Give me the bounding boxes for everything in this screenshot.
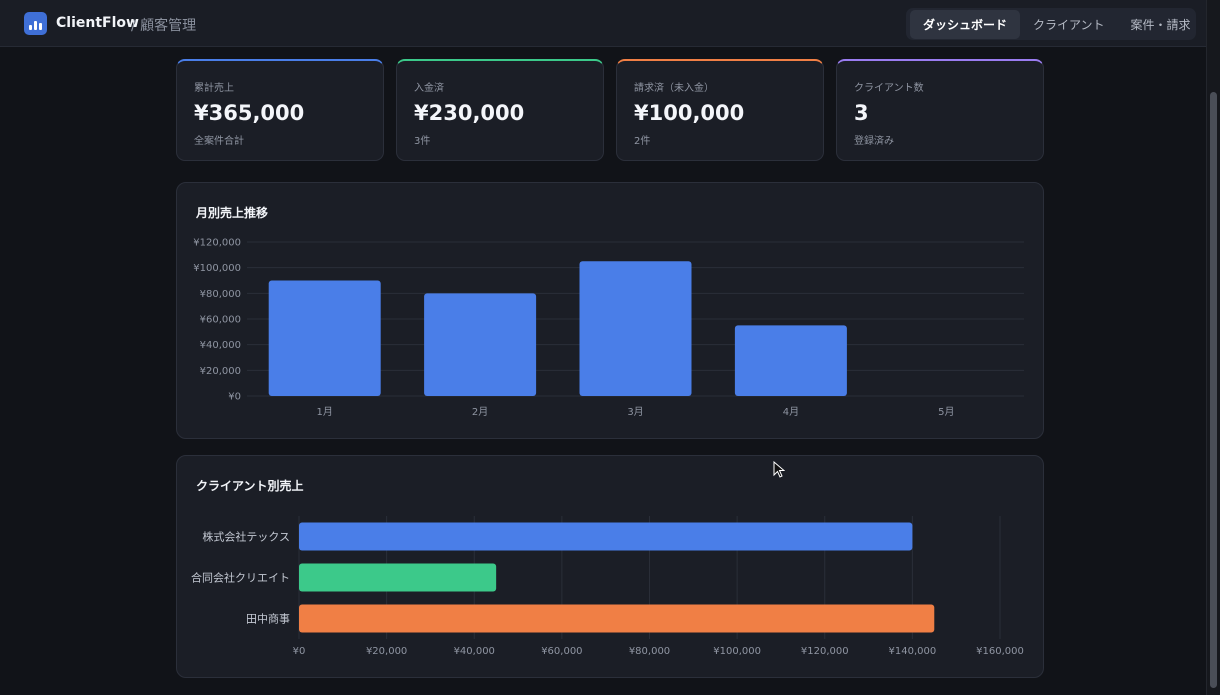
x-tick-label: ¥60,000 bbox=[541, 646, 582, 657]
stat-card-invoiced-unpaid: 請求済（未入金） ¥100,000 2件 bbox=[616, 59, 824, 161]
x-tick-label: ¥80,000 bbox=[629, 646, 670, 657]
card-value: 3 bbox=[854, 101, 869, 125]
card-label: 入金済 bbox=[414, 83, 444, 94]
card-label: 累計売上 bbox=[194, 83, 234, 94]
card-sub: 3件 bbox=[414, 136, 431, 147]
stat-card-paid: 入金済 ¥230,000 3件 bbox=[396, 59, 604, 161]
stat-card-client-count: クライアント数 3 登録済み bbox=[836, 59, 1044, 161]
x-tick-label: 3月 bbox=[627, 406, 643, 418]
bar-1[interactable] bbox=[268, 280, 381, 397]
mouse-cursor-icon bbox=[773, 461, 785, 478]
card-value: ¥100,000 bbox=[634, 101, 745, 125]
card-value: ¥230,000 bbox=[414, 101, 525, 125]
bar-3[interactable] bbox=[579, 261, 692, 396]
scrollbar-thumb[interactable] bbox=[1210, 92, 1217, 688]
bar-2[interactable] bbox=[424, 293, 537, 396]
x-tick-label: ¥40,000 bbox=[454, 646, 495, 657]
tab-dashboard[interactable]: ダッシュボード bbox=[910, 9, 1021, 39]
x-tick-label: ¥120,000 bbox=[801, 646, 849, 657]
client-sales-panel: クライアント別売上 ¥0 ¥20,000 ¥40,000 ¥60,000 ¥80,000… bbox=[176, 455, 1044, 678]
bar-client-2[interactable] bbox=[299, 563, 497, 592]
main-nav: ダッシュボード クライアント 案件・請求 bbox=[906, 8, 1196, 40]
monthly-sales-title: 月別売上推移 bbox=[196, 206, 269, 220]
y-tick-label: ¥40,000 bbox=[200, 340, 241, 351]
card-label: クライアント数 bbox=[854, 83, 924, 94]
card-value: ¥365,000 bbox=[194, 101, 305, 125]
page-scrollbar[interactable] bbox=[1206, 0, 1220, 695]
tab-clients[interactable]: クライアント bbox=[1033, 17, 1105, 32]
client-sales-chart: ¥0 ¥20,000 ¥40,000 ¥60,000 ¥80,000 ¥100,000 ¥1… bbox=[191, 516, 1024, 657]
y-tick-label: ¥60,000 bbox=[200, 315, 241, 326]
tab-projects-billing[interactable]: 案件・請求 bbox=[1130, 17, 1191, 32]
x-tick-label: ¥20,000 bbox=[366, 646, 407, 657]
x-tick-label: ¥160,000 bbox=[976, 646, 1024, 657]
bar-client-3[interactable] bbox=[299, 604, 935, 633]
client-sales-title: クライアント別売上 bbox=[196, 479, 304, 493]
y-tick-label: ¥20,000 bbox=[200, 366, 241, 377]
y-tick-label: ¥80,000 bbox=[200, 289, 241, 300]
app-header: ClientFlow / 顧客管理 ダッシュボード クライアント 案件・請求 bbox=[0, 0, 1206, 47]
y-category-label: 株式会社テックス bbox=[202, 530, 290, 544]
brand-name[interactable]: ClientFlow bbox=[56, 15, 139, 31]
bar-client-1[interactable] bbox=[299, 522, 913, 551]
x-tick-label: ¥100,000 bbox=[713, 646, 761, 657]
page-subtitle: / 顧客管理 bbox=[131, 18, 197, 34]
monthly-sales-panel: 月別売上推移 ¥0 ¥20,000 ¥40,000 ¥60,000 ¥80,000 ¥10… bbox=[176, 182, 1044, 439]
x-tick-label: ¥0 bbox=[293, 646, 306, 657]
x-tick-label: 1月 bbox=[317, 406, 333, 418]
stat-card-total-sales: 累計売上 ¥365,000 全案件合計 bbox=[176, 59, 384, 161]
x-tick-label: 2月 bbox=[472, 406, 488, 418]
card-sub: 全案件合計 bbox=[194, 136, 244, 147]
card-sub: 登録済み bbox=[854, 136, 894, 147]
card-label: 請求済（未入金） bbox=[634, 83, 714, 94]
x-tick-label: 4月 bbox=[783, 406, 799, 418]
bar-chart-icon[interactable] bbox=[24, 12, 47, 35]
x-tick-label: ¥140,000 bbox=[889, 646, 937, 657]
bar-4[interactable] bbox=[734, 325, 847, 396]
x-tick-label: 5月 bbox=[938, 406, 954, 418]
y-tick-label: ¥0 bbox=[228, 392, 241, 403]
y-tick-label: ¥120,000 bbox=[193, 238, 241, 249]
y-category-label: 田中商事 bbox=[246, 612, 290, 626]
monthly-sales-chart: ¥0 ¥20,000 ¥40,000 ¥60,000 ¥80,000 ¥100,000 ¥1… bbox=[193, 238, 1024, 418]
y-category-label: 合同会社クリエイト bbox=[191, 571, 290, 585]
card-sub: 2件 bbox=[634, 136, 651, 147]
y-tick-label: ¥100,000 bbox=[193, 263, 241, 274]
